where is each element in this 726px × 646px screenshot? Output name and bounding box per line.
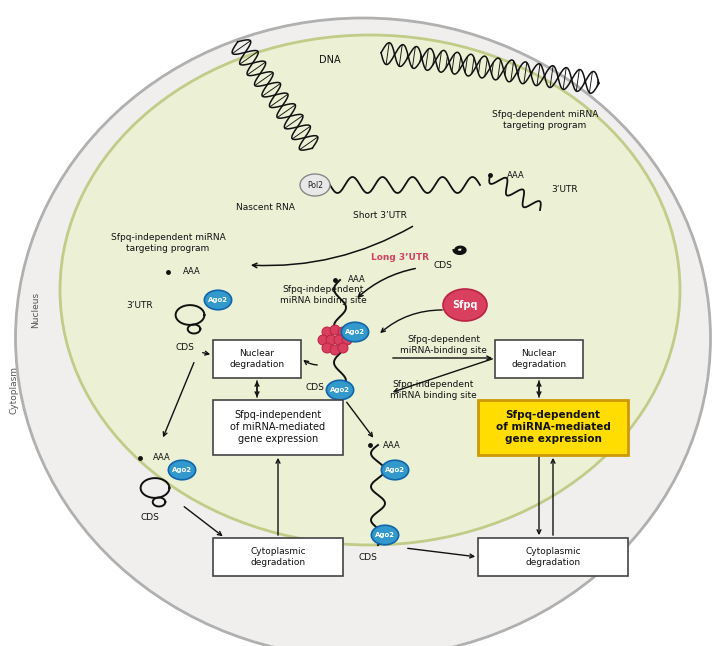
- Text: Nucleus: Nucleus: [31, 292, 41, 328]
- Text: DNA: DNA: [319, 55, 340, 65]
- FancyBboxPatch shape: [213, 538, 343, 576]
- Ellipse shape: [443, 289, 487, 321]
- Text: CDS: CDS: [306, 384, 325, 393]
- Text: Sfpq-dependent
miRNA-binding site: Sfpq-dependent miRNA-binding site: [400, 335, 487, 355]
- Circle shape: [330, 345, 340, 355]
- Text: Pol2: Pol2: [307, 180, 323, 189]
- Ellipse shape: [168, 460, 195, 480]
- Text: CDS: CDS: [176, 344, 195, 353]
- Ellipse shape: [60, 35, 680, 545]
- Circle shape: [322, 327, 332, 337]
- Text: Cytoplasmic
degradation: Cytoplasmic degradation: [250, 547, 306, 567]
- Text: Sfpq-independent
of miRNA-mediated
gene expression: Sfpq-independent of miRNA-mediated gene …: [230, 410, 325, 444]
- Ellipse shape: [327, 380, 354, 400]
- Ellipse shape: [204, 290, 232, 309]
- Circle shape: [326, 335, 336, 345]
- Text: Ago2: Ago2: [375, 532, 395, 538]
- Circle shape: [318, 335, 328, 345]
- Circle shape: [322, 343, 332, 353]
- FancyBboxPatch shape: [213, 340, 301, 378]
- Ellipse shape: [300, 174, 330, 196]
- Text: AAA: AAA: [383, 441, 401, 450]
- Text: 3’UTR: 3’UTR: [552, 185, 579, 194]
- Text: CDS: CDS: [141, 514, 160, 523]
- Circle shape: [342, 335, 352, 345]
- Ellipse shape: [372, 525, 399, 545]
- Circle shape: [334, 335, 344, 345]
- Text: Sfpq: Sfpq: [452, 300, 478, 310]
- Text: CDS: CDS: [359, 554, 378, 563]
- Text: Cytoplasmic
degradation: Cytoplasmic degradation: [525, 547, 581, 567]
- Text: Sfpq-independent
miRNA binding site: Sfpq-independent miRNA binding site: [390, 380, 477, 400]
- Text: Sfpq-dependent miRNA
targeting program: Sfpq-dependent miRNA targeting program: [492, 110, 598, 130]
- Text: AAA: AAA: [183, 267, 201, 276]
- Text: Nuclear
degradation: Nuclear degradation: [229, 349, 285, 369]
- Text: Nascent RNA: Nascent RNA: [235, 202, 295, 211]
- Text: 3’UTR: 3’UTR: [127, 300, 153, 309]
- FancyBboxPatch shape: [478, 538, 628, 576]
- Ellipse shape: [381, 460, 409, 480]
- Text: Cytoplasm: Cytoplasm: [9, 366, 18, 414]
- Text: AAA: AAA: [153, 453, 171, 463]
- Text: Ago2: Ago2: [385, 467, 405, 473]
- Text: Sfpq-independent
miRNA binding site: Sfpq-independent miRNA binding site: [280, 286, 367, 305]
- Text: CDS: CDS: [433, 260, 452, 269]
- Text: Nuclear
degradation: Nuclear degradation: [511, 349, 566, 369]
- Ellipse shape: [15, 18, 711, 646]
- FancyBboxPatch shape: [213, 400, 343, 455]
- Text: Short 3’UTR: Short 3’UTR: [353, 211, 407, 220]
- Text: Sfpq-dependent
of miRNA-mediated
gene expression: Sfpq-dependent of miRNA-mediated gene ex…: [496, 410, 611, 444]
- Text: AAA: AAA: [507, 171, 525, 180]
- Text: Ago2: Ago2: [345, 329, 365, 335]
- Ellipse shape: [341, 322, 369, 342]
- FancyBboxPatch shape: [495, 340, 583, 378]
- Text: Sfpq-independent miRNA
targeting program: Sfpq-independent miRNA targeting program: [110, 233, 225, 253]
- Circle shape: [338, 327, 348, 337]
- FancyBboxPatch shape: [478, 400, 628, 455]
- Circle shape: [338, 343, 348, 353]
- Text: Ago2: Ago2: [208, 297, 228, 303]
- Text: AAA: AAA: [348, 275, 366, 284]
- Circle shape: [330, 325, 340, 335]
- Text: Ago2: Ago2: [330, 387, 350, 393]
- Text: Ago2: Ago2: [172, 467, 192, 473]
- Text: Long 3’UTR: Long 3’UTR: [371, 253, 429, 262]
